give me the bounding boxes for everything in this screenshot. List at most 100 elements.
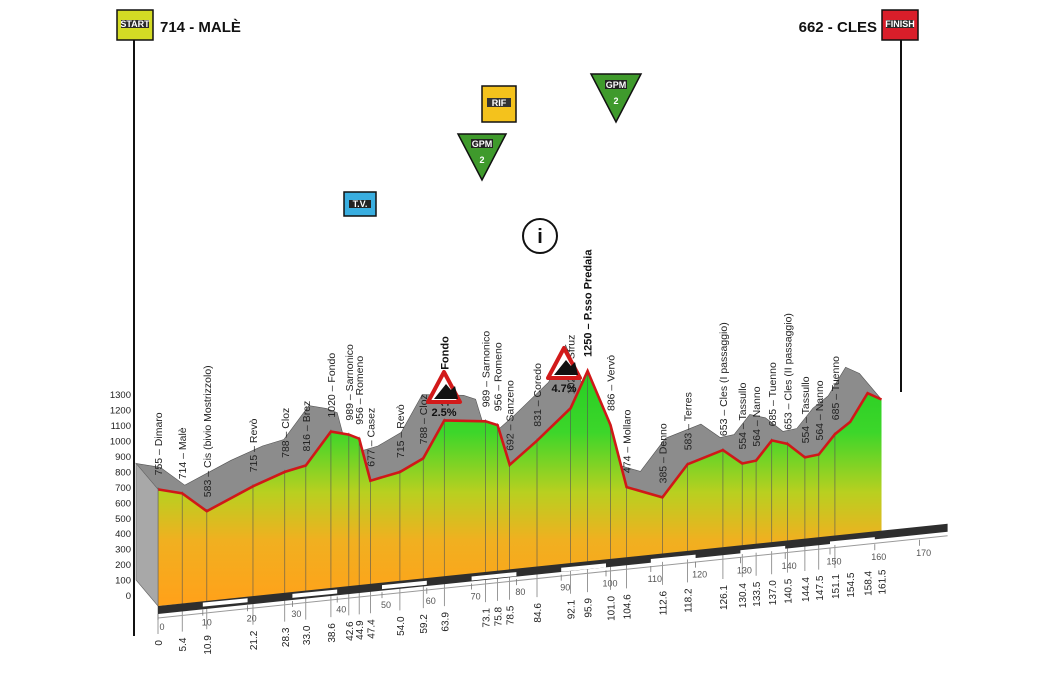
km-label: 104.6 — [623, 594, 634, 619]
baseline-shadow — [157, 535, 948, 619]
km-label: 38.6 — [327, 623, 338, 643]
place-label-text: 685 – Tuenno — [767, 362, 779, 426]
place-label-text: 831 – Coredo — [532, 363, 544, 427]
place-label-text: 653 – Cles (I passaggio) — [718, 322, 730, 436]
km-labels: 0 5.4 10.9 21.2 28.3 33.0 38.6 42.6 44.9 47.4 54.0… — [154, 569, 889, 655]
kom-2-label: GPM — [606, 80, 627, 90]
start-title: 714 - MALÈ — [160, 19, 241, 36]
km-label-text: 63.9 — [440, 612, 451, 632]
km-label: 54.0 — [396, 616, 407, 636]
place-label-text: 583 – Cis (bivio Mostrizzolo) — [202, 365, 214, 497]
x-tick-label: 150 — [826, 557, 841, 567]
place-label-text: 816 – Brez — [301, 401, 313, 452]
km-label-text: 161.5 — [878, 569, 889, 594]
baseline-check — [292, 589, 338, 598]
km-label: 63.9 — [440, 612, 451, 632]
profile-line — [157, 367, 883, 513]
place-label: 1020 – Fondo — [326, 353, 338, 418]
km-label-text: 75.8 — [494, 606, 505, 626]
km-label-text: 59.2 — [419, 614, 430, 634]
place-label: 816 – Brez — [301, 401, 313, 452]
place-label: 715 – Revò — [248, 418, 260, 472]
x-tick-label: 100 — [602, 578, 617, 588]
km-label: 28.3 — [281, 627, 292, 647]
place-label-text: 715 – Revò — [248, 418, 260, 472]
place-label-text: 385 – Denno — [657, 423, 669, 483]
km-label-text: 73.1 — [482, 608, 493, 628]
y-tick-label: 600 — [115, 498, 131, 509]
km-label: 59.2 — [419, 614, 430, 634]
y-tick-label: 800 — [115, 467, 131, 478]
km-label: 73.1 — [482, 608, 493, 628]
km-label: 5.4 — [178, 637, 189, 651]
distance-baseline — [157, 523, 948, 619]
km-label: 161.5 — [878, 569, 889, 594]
place-label: 956 – Romeno — [493, 342, 505, 411]
place-label: 788 – Cloz — [418, 394, 430, 444]
km-label: 158.4 — [864, 570, 875, 595]
start-flag: START — [116, 9, 154, 41]
km-label: 140.5 — [783, 578, 794, 603]
km-label: 75.8 — [494, 606, 505, 626]
km-label: 33.0 — [302, 625, 313, 645]
km-label: 78.5 — [506, 605, 517, 625]
place-label: 564 – Nanno — [814, 380, 826, 440]
km-label-text: 137.0 — [768, 580, 779, 605]
distance-axis: 0 10 20 30 40 50 60 70 80 90 100 110 120 130 140 150 160… — [157, 539, 931, 632]
km-label-text: 158.4 — [864, 570, 875, 595]
y-tick-label: 1100 — [111, 421, 131, 432]
km-label-text: 92.1 — [567, 599, 578, 619]
km-label-text: 154.5 — [846, 572, 857, 597]
place-label: 956 – Romeno — [354, 356, 366, 425]
x-tick-label: 160 — [871, 552, 886, 562]
place-label: 685 – Tuenno — [767, 362, 779, 426]
place-label-text: 788 – Cloz — [280, 408, 292, 458]
place-label: 788 – Cloz — [280, 408, 292, 458]
km-label-text: 84.6 — [533, 603, 544, 623]
place-label: 554 – Tassullo — [800, 376, 812, 443]
climb-warning-1-label: 2.5% — [431, 407, 456, 419]
finish-title: 662 - CLES — [799, 19, 877, 36]
x-tick-label: 30 — [291, 609, 301, 619]
place-label: 886 – Vervò — [606, 355, 618, 411]
place-label-text: 692 – Sanzeno — [505, 380, 517, 451]
kom-sign-1: GPM 2 — [456, 133, 508, 182]
place-label: 554 – Tassullo — [737, 382, 749, 449]
place-label-text: 1020 – Fondo — [326, 353, 338, 418]
kom-sign-2: GPM 2 — [589, 73, 643, 124]
climb-warning-2: 4.7% — [546, 346, 582, 395]
profile-area — [135, 344, 883, 634]
y-tick-label: 400 — [115, 529, 131, 540]
place-label: 474 – Mollaro — [622, 409, 634, 473]
place-label: 715 – Revò — [395, 404, 407, 458]
km-label: 21.2 — [249, 630, 260, 650]
km-label-text: 144.4 — [801, 577, 812, 602]
km-label-text: 104.6 — [623, 594, 634, 619]
place-label-text: 564 – Nanno — [751, 386, 763, 446]
baseline-check — [471, 572, 517, 581]
baseline-check — [650, 554, 696, 563]
sprint-sign: T.V. — [343, 191, 377, 217]
place-label: 677 – Casez — [365, 408, 377, 467]
baseline-check — [561, 563, 606, 572]
km-label-text: 0 — [154, 640, 165, 646]
climb-warning-1: 2.5% — [426, 370, 462, 419]
x-tick-label: 20 — [247, 613, 257, 623]
km-label-text: 126.1 — [719, 585, 730, 610]
km-label: 147.5 — [815, 575, 826, 600]
x-tick-label: 10 — [202, 618, 212, 628]
y-tick-label: 1300 — [110, 390, 131, 401]
place-label: 653 – Cles (II passaggio) — [782, 313, 794, 430]
x-tick-label: 80 — [515, 587, 525, 597]
x-tick-label: 120 — [692, 570, 707, 580]
km-label-text: 38.6 — [327, 623, 338, 643]
km-label: 137.0 — [768, 580, 779, 605]
place-label-text: 956 – Romeno — [493, 342, 505, 411]
place-label: 653 – Cles (I passaggio) — [718, 322, 730, 436]
km-label: 133.5 — [752, 581, 763, 606]
place-label: 1250 – P.sso Predaia — [583, 249, 595, 357]
place-label-text: 653 – Cles (II passaggio) — [782, 313, 794, 430]
place-label: 989 – Sarnonico — [481, 331, 493, 408]
km-label-text: 101.0 — [607, 595, 618, 620]
place-label-text: 554 – Tassullo — [800, 376, 812, 443]
